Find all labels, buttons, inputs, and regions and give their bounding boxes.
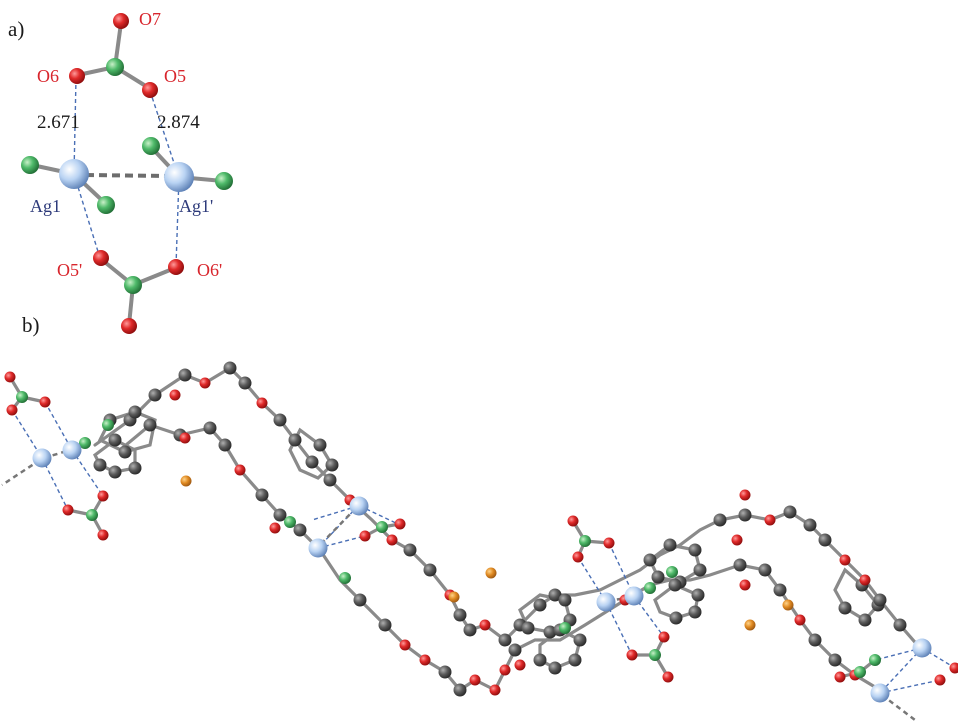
carbon-ligand-atom [215,172,233,190]
panel-a: a) [8,9,233,334]
distance-label-2: 2.874 [157,112,200,133]
carbon-atoms-dark [93,361,907,697]
oxygen-atom-o5-prime [93,250,109,266]
oxygen-atom-o5 [142,82,158,98]
label-o7: O7 [139,9,161,29]
silver-atom [596,592,616,612]
panel-b: b) [1,313,958,721]
carbon-ligand-atom [142,137,160,155]
carbon-atoms-green [16,391,881,678]
oxygen-atom-o6 [69,68,85,84]
panel-a-atoms [21,13,233,334]
silver-atom-ag1 [59,159,89,189]
coordination-lines-b [1,401,956,721]
carbon-atom-bottom [124,276,142,294]
label-ag1: Ag1 [30,196,61,216]
distance-label-1: 2.671 [37,112,80,133]
oxygen-atom-bottom [121,318,137,334]
label-o6: O6 [37,66,59,86]
label-o6-prime: O6' [197,260,222,280]
panel-b-label: b) [22,313,40,337]
silver-atom [870,683,890,703]
carbonate-bonds-b [8,375,877,679]
silver-atom [624,586,644,606]
panel-a-coordination-lines [73,77,180,267]
oxygen-atom-o6-prime [168,259,184,275]
label-ag1-prime: Ag1' [179,196,213,216]
label-o5: O5 [164,66,186,86]
silver-atom [62,440,82,460]
carbon-ligand-atom [21,156,39,174]
silver-atom [32,448,52,468]
panel-a-label: a) [8,17,24,41]
oxygen-atom-o7 [113,13,129,29]
oxygen-atoms-b [4,371,958,696]
silver-atom [308,538,328,558]
carbon-ligand-atom [97,196,115,214]
silver-atom [349,496,369,516]
label-o5-prime: O5' [57,260,82,280]
anion-atoms-orange [180,475,794,631]
silver-atom [912,638,932,658]
silver-atom-ag1-prime [164,162,194,192]
carbon-atom-top [106,58,124,76]
silver-atoms-b [32,440,932,703]
